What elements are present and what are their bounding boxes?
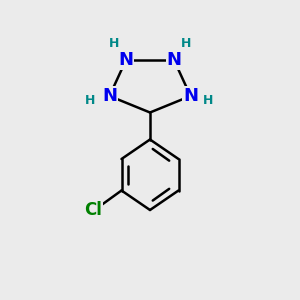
Text: H: H [203,94,214,107]
Text: H: H [109,37,119,50]
Text: N: N [167,51,182,69]
Text: N: N [102,87,117,105]
Text: H: H [85,94,95,107]
Text: H: H [181,37,191,50]
Text: N: N [183,87,198,105]
Text: Cl: Cl [84,201,102,219]
Text: N: N [118,51,134,69]
